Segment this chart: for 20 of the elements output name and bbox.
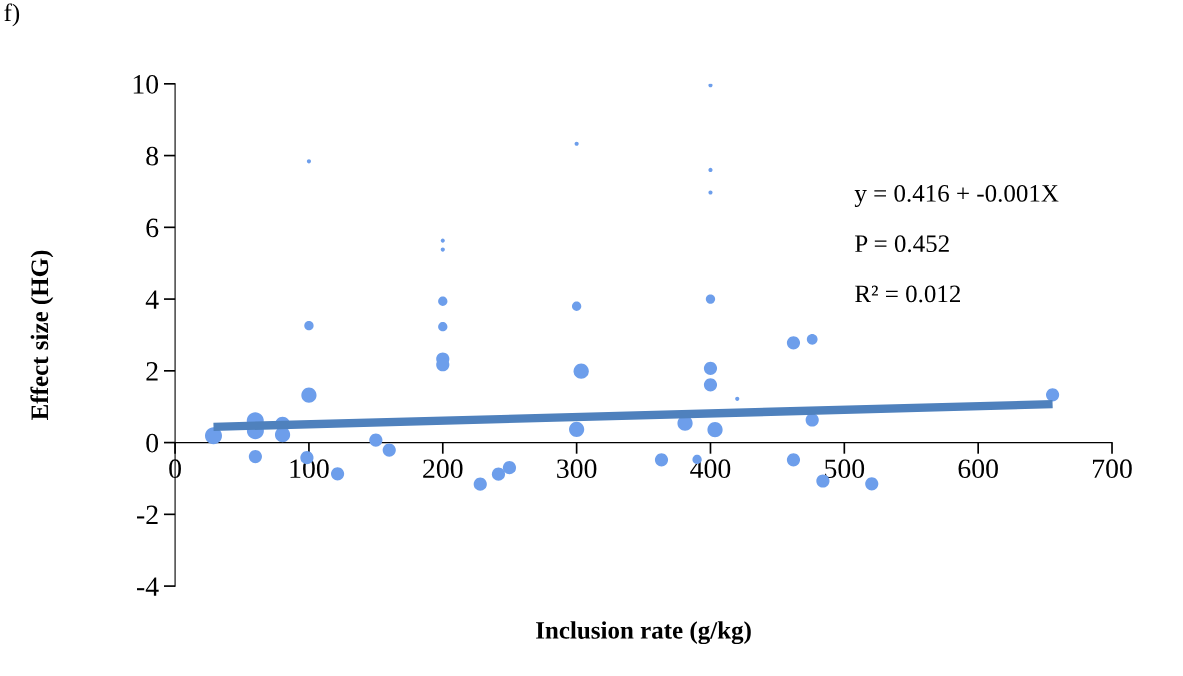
y-axis-title: Effect size (HG) — [30, 250, 54, 420]
x-axis-title: Inclusion rate (g/kg) — [536, 621, 751, 645]
x-tick-label: 400 — [690, 459, 731, 479]
y-tick-label: 0 — [146, 433, 159, 453]
y-tick-label: -4 — [137, 577, 159, 596]
x-tick-label: 500 — [825, 459, 865, 479]
y-tick-label: -2 — [137, 505, 158, 524]
y-tick-label: 10 — [133, 74, 159, 94]
text: f) — [4, 3, 20, 27]
x-tick-label: 300 — [557, 459, 597, 479]
x-tick-label: 600 — [958, 459, 998, 479]
y-tick-label: 8 — [146, 146, 159, 166]
annotation: R² = 0.012 — [855, 285, 960, 303]
y-tick-label: 2 — [146, 362, 158, 381]
x-tick-label: 200 — [423, 459, 463, 479]
y-tick-label: 6 — [146, 218, 159, 238]
annotation: P = 0.452 — [855, 235, 949, 253]
y-tick-label: 4 — [145, 290, 159, 309]
annotation: y = 0.416 + -0.001X — [854, 184, 1059, 207]
x-tick-label: 700 — [1093, 459, 1132, 479]
